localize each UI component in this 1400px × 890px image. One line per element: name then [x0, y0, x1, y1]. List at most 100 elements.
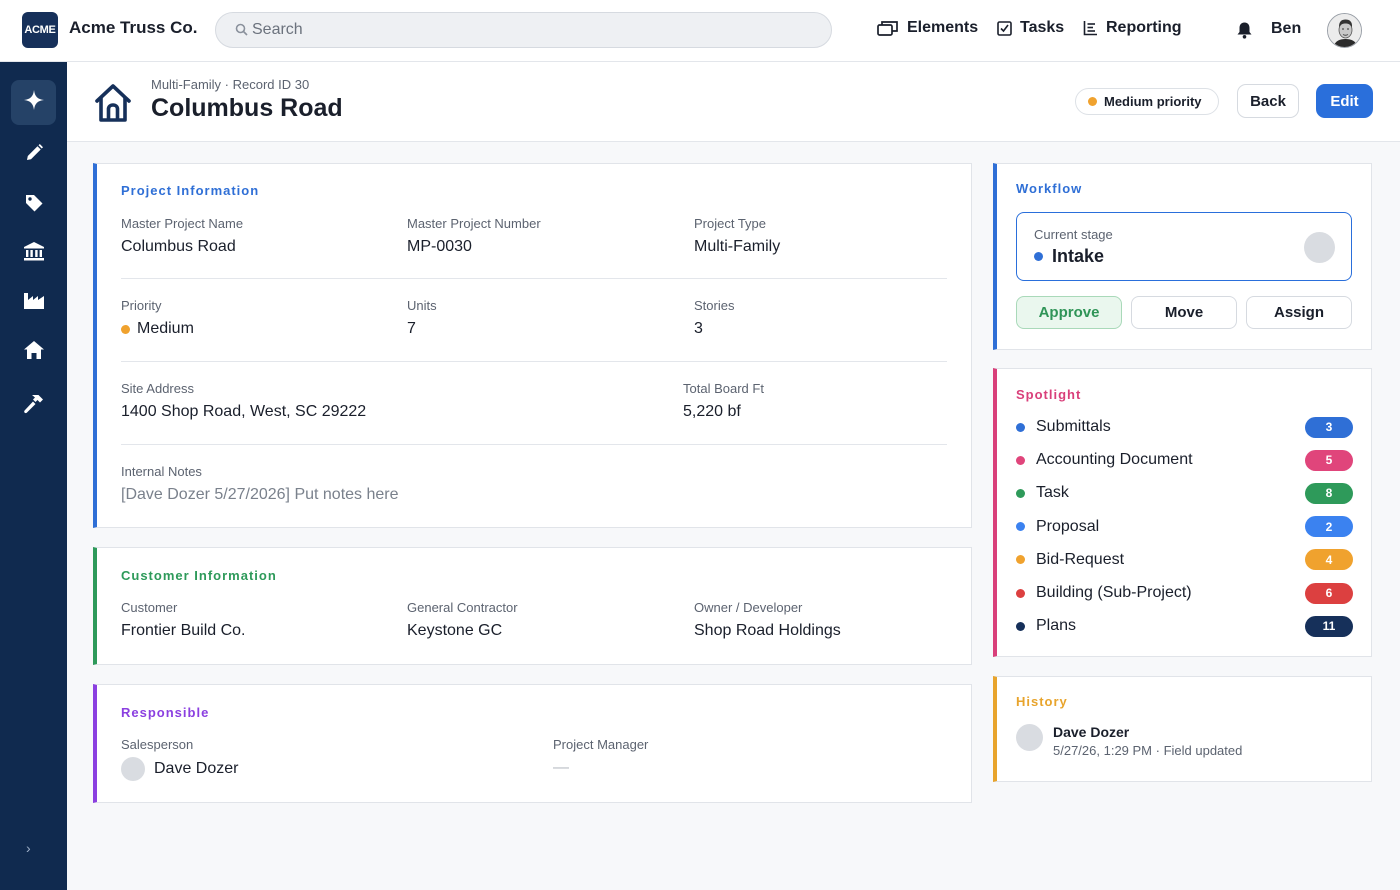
sidebar-item-factory[interactable]: [11, 280, 56, 325]
back-button[interactable]: Back: [1237, 84, 1299, 118]
field-value: MP-0030: [407, 238, 472, 255]
history-entry-name: Dave Dozer: [1053, 724, 1130, 740]
spotlight-dot: [1016, 588, 1025, 598]
salesperson-value: Dave Dozer: [154, 760, 239, 777]
field-value: Dave Dozer: [121, 757, 238, 781]
field-label: Units: [407, 298, 437, 313]
spotlight-item-label: Task: [1036, 484, 1069, 502]
user-name[interactable]: Ben: [1271, 20, 1302, 37]
total-board-ft-field: Total Board Ft 5,220 bf: [683, 381, 764, 421]
spotlight-item-label: Submittals: [1036, 418, 1111, 435]
field-value: Columbus Road: [121, 238, 236, 255]
spotlight-item[interactable]: Bid-Request 4: [1016, 549, 1353, 571]
field-label: Master Project Name: [121, 216, 244, 231]
approve-button[interactable]: Approve: [1016, 296, 1122, 329]
stage-label: Current stage: [1034, 227, 1113, 242]
spotlight-item[interactable]: Accounting Document 5: [1016, 449, 1353, 471]
factory-icon: [23, 290, 45, 315]
spotlight-dot: [1016, 455, 1025, 465]
edit-button[interactable]: Edit: [1316, 84, 1373, 118]
spotlight-dot: [1016, 555, 1025, 565]
spotlight-count-badge: 8: [1305, 482, 1353, 504]
spotlight-dot: [1016, 621, 1025, 631]
search-bar[interactable]: [215, 12, 832, 48]
avatar: [1016, 724, 1043, 751]
spotlight-count-badge: 2: [1305, 516, 1353, 538]
field-label: General Contractor: [407, 600, 518, 615]
project-type-field: Project Type Multi-Family: [694, 216, 780, 256]
customer-information-card: Customer Information Customer Frontier B…: [93, 547, 972, 665]
sidebar-item-bank[interactable]: [11, 231, 56, 276]
internal-notes-field: Internal Notes [Dave Dozer 5/27/2026] Pu…: [121, 464, 399, 504]
sidebar: ›: [0, 62, 67, 890]
page-title: Columbus Road: [151, 94, 343, 122]
card-title: History: [1016, 694, 1068, 709]
sidebar-collapse-chevron[interactable]: ›: [26, 840, 31, 856]
nav-elements[interactable]: Elements: [877, 19, 978, 37]
spotlight-item[interactable]: Task 8: [1016, 482, 1353, 504]
field-label: Internal Notes: [121, 464, 202, 479]
spotlight-count-badge: 3: [1305, 416, 1353, 438]
field-value: —: [553, 759, 569, 776]
field-value[interactable]: [Dave Dozer 5/27/2026] Put notes here: [121, 486, 399, 503]
field-value: Keystone GC: [407, 622, 503, 639]
spotlight-count-badge: 4: [1305, 549, 1353, 571]
nav-tasks[interactable]: Tasks: [997, 19, 1064, 37]
bell-icon[interactable]: [1236, 21, 1253, 44]
spotlight-item-label: Bid-Request: [1036, 550, 1125, 568]
field-value: Frontier Build Co.: [121, 622, 246, 639]
spotlight-count-badge: 6: [1305, 582, 1353, 604]
priority-badge-label: Medium priority: [1104, 94, 1202, 109]
avatar[interactable]: [1304, 232, 1335, 263]
field-label: Owner / Developer: [694, 600, 803, 615]
home-icon: [23, 340, 45, 365]
stage-value: Intake: [1034, 246, 1104, 267]
field-label: Site Address: [121, 381, 194, 396]
spotlight-item-label: Plans: [1036, 617, 1077, 635]
project-manager-field: Project Manager —: [553, 737, 648, 777]
spotlight-item-label: Building (Sub-Project): [1036, 584, 1192, 601]
field-value: 1400 Shop Road, West, SC 29222: [121, 403, 367, 420]
nav-reporting-label: Reporting: [1106, 19, 1182, 36]
spotlight-item[interactable]: Building (Sub-Project) 6: [1016, 582, 1353, 604]
checkbox-icon: [997, 20, 1012, 36]
spotlight-item-label: Proposal: [1036, 517, 1100, 535]
search-icon: [235, 23, 248, 39]
field-value: Shop Road Holdings: [694, 622, 841, 639]
user-avatar[interactable]: [1327, 13, 1362, 48]
assign-button[interactable]: Assign: [1246, 296, 1352, 329]
current-stage-box[interactable]: Current stage Intake: [1016, 212, 1352, 281]
owner-developer-field: Owner / Developer Shop Road Holdings: [694, 600, 841, 640]
card-title: Spotlight: [1016, 387, 1082, 402]
spotlight-card: Spotlight Submittals 3 Accounting Document…: [993, 368, 1372, 657]
field-label: Project Type: [694, 216, 767, 231]
divider: [121, 361, 947, 362]
spotlight-item[interactable]: Plans 11: [1016, 615, 1353, 637]
sidebar-item-tools[interactable]: [11, 384, 56, 429]
spotlight-item[interactable]: Proposal 2: [1016, 516, 1353, 538]
spotlight-count-badge: 11: [1305, 615, 1353, 637]
responsible-card: Responsible Salesperson Dave Dozer Proje…: [93, 684, 972, 803]
spotlight-item[interactable]: Submittals 3: [1016, 416, 1353, 438]
sidebar-item-edit[interactable]: [11, 133, 56, 178]
salesperson-field: Salesperson Dave Dozer: [121, 737, 238, 781]
avatar: [121, 757, 145, 781]
company-logo[interactable]: ACME: [22, 12, 58, 48]
sidebar-item-home[interactable]: [11, 330, 56, 375]
sidebar-item-ai[interactable]: [11, 80, 56, 125]
nav-reporting[interactable]: Reporting: [1083, 19, 1182, 37]
sidebar-item-tags[interactable]: [11, 183, 56, 228]
priority-dot: [121, 324, 130, 334]
company-name: Acme Truss Co.: [69, 18, 198, 37]
tag-icon: [24, 193, 44, 218]
card-title: Responsible: [121, 705, 210, 720]
page-header: Multi-Family · Record ID 30 Columbus Roa…: [67, 62, 1400, 142]
master-project-name-field: Master Project Name Columbus Road: [121, 216, 243, 256]
field-value: Medium: [121, 320, 194, 338]
divider: [121, 444, 947, 445]
top-bar: ACME Acme Truss Co. Elements Tasks Repor…: [0, 0, 1400, 62]
stage-dot: [1034, 252, 1043, 261]
project-information-card: Project Information Master Project Name …: [93, 163, 972, 528]
search-input[interactable]: [252, 13, 812, 47]
move-button[interactable]: Move: [1131, 296, 1237, 329]
